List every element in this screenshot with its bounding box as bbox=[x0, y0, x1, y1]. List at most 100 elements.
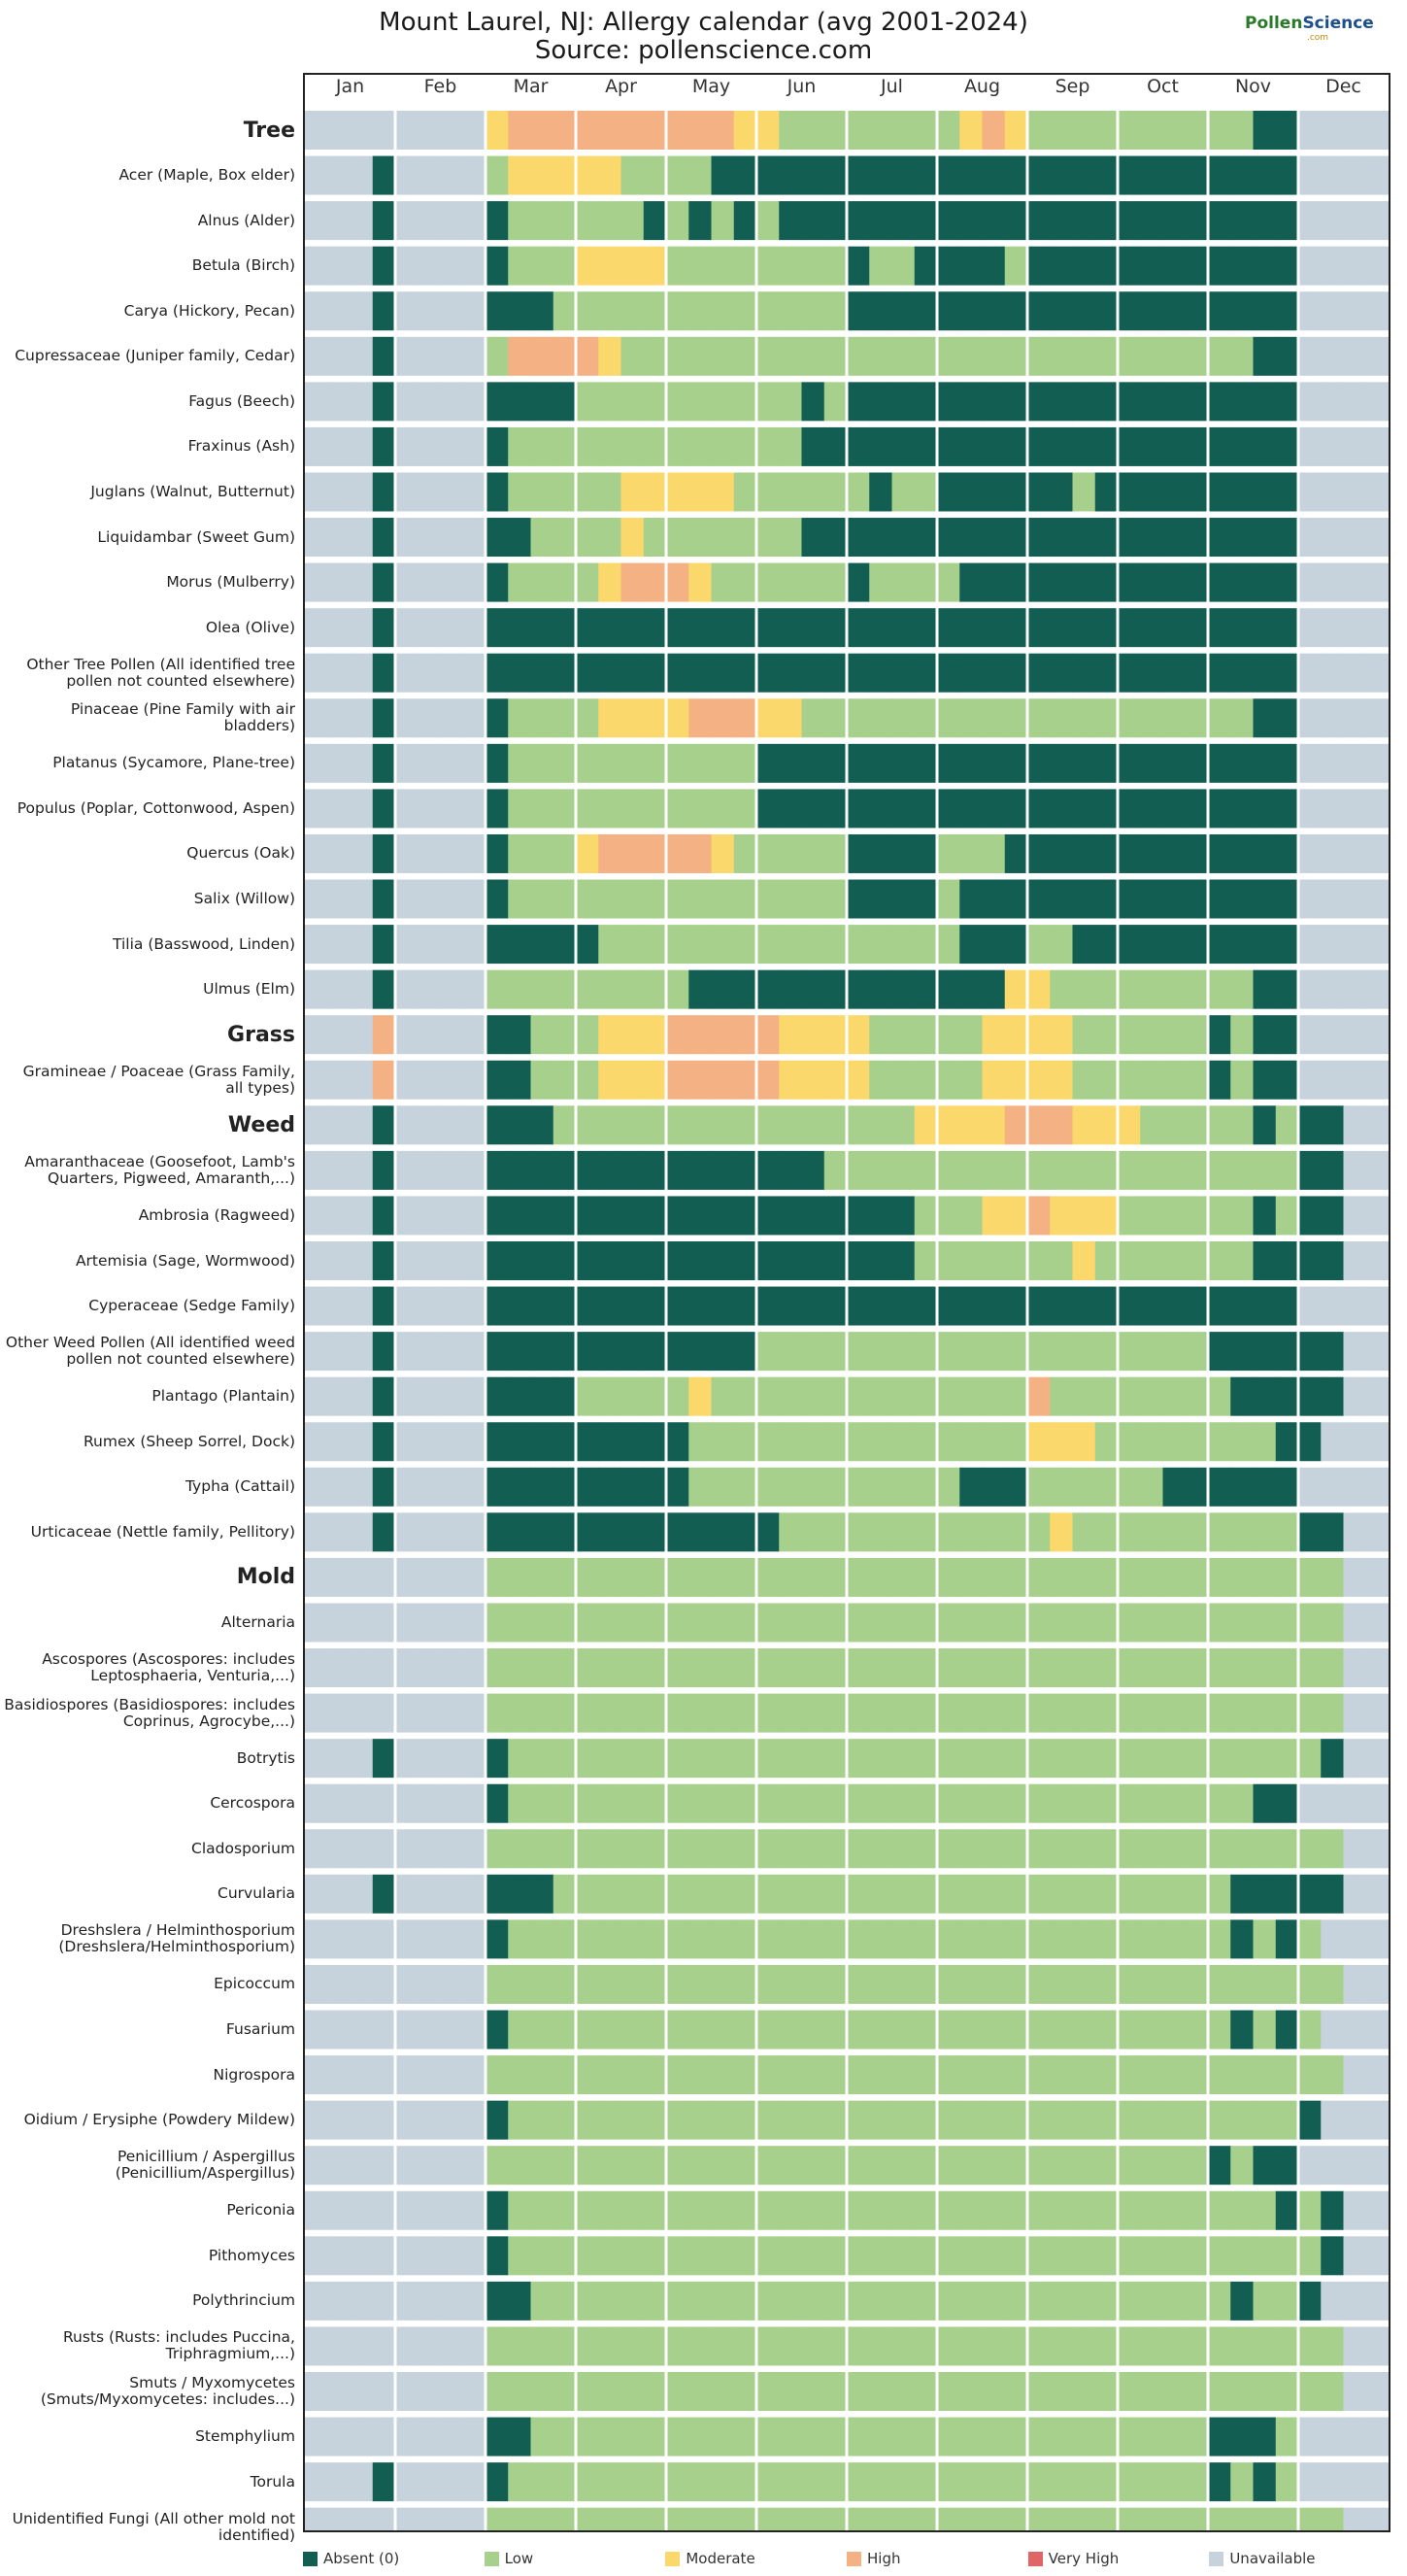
heatmap-cell bbox=[1343, 1829, 1367, 1869]
heatmap-cell bbox=[1230, 201, 1254, 241]
heatmap-cell bbox=[914, 1783, 938, 1823]
heatmap-cell bbox=[1072, 1557, 1096, 1597]
heatmap-cell bbox=[327, 1286, 351, 1326]
heatmap-cell bbox=[1118, 2010, 1141, 2050]
heatmap-cell bbox=[372, 879, 396, 919]
heatmap-cell bbox=[733, 1919, 757, 1959]
heatmap-cell bbox=[847, 1739, 870, 1779]
heatmap-cell bbox=[1298, 1648, 1322, 1688]
heatmap-cell bbox=[1343, 246, 1367, 286]
heatmap-cell bbox=[327, 1693, 351, 1733]
heatmap-cell bbox=[643, 2281, 667, 2321]
heatmap-cell bbox=[576, 833, 599, 873]
heatmap-cell bbox=[1275, 1150, 1299, 1190]
heatmap-cell bbox=[891, 155, 916, 195]
heatmap-cell bbox=[508, 1874, 531, 1914]
heatmap-cell bbox=[1185, 1015, 1209, 1055]
heatmap-cell bbox=[1230, 925, 1254, 965]
heatmap-cell bbox=[620, 1512, 645, 1552]
heatmap-cell bbox=[530, 1150, 554, 1190]
heatmap-cell bbox=[372, 1286, 396, 1326]
heatmap-cell bbox=[372, 1557, 396, 1597]
heatmap-cell bbox=[1365, 1739, 1389, 1779]
heatmap-cell bbox=[305, 1196, 328, 1236]
heatmap-cell bbox=[711, 2190, 735, 2230]
heatmap-cell bbox=[891, 925, 916, 965]
heatmap-cell bbox=[1072, 2100, 1096, 2140]
heatmap-cell bbox=[1140, 2372, 1163, 2411]
heatmap-cell bbox=[1343, 925, 1367, 965]
heatmap-cell bbox=[1027, 1467, 1051, 1507]
heatmap-cell bbox=[914, 562, 938, 602]
heatmap-cell bbox=[666, 1422, 689, 1462]
heatmap-cell bbox=[1208, 246, 1231, 286]
row-label: Unidentified Fungi (All other mold not i… bbox=[12, 2509, 295, 2544]
heatmap-cell bbox=[553, 246, 577, 286]
heatmap-cell bbox=[891, 1150, 916, 1190]
heatmap-cell bbox=[1118, 1783, 1141, 1823]
heatmap-cell bbox=[1275, 291, 1299, 331]
heatmap-cell bbox=[1321, 1150, 1344, 1190]
heatmap-cell bbox=[327, 789, 351, 829]
heatmap-cell bbox=[418, 1603, 441, 1643]
heatmap-cell bbox=[576, 1648, 599, 1688]
heatmap-cell bbox=[1118, 698, 1141, 738]
heatmap-cell bbox=[1004, 2010, 1028, 2050]
heatmap-row bbox=[305, 2281, 1389, 2321]
heatmap-cell bbox=[1253, 1196, 1277, 1236]
heatmap-cell bbox=[869, 1648, 892, 1688]
heatmap-cell bbox=[1343, 1286, 1367, 1326]
heatmap-cell bbox=[937, 382, 960, 422]
heatmap-cell bbox=[1275, 879, 1299, 919]
heatmap-cell bbox=[914, 2236, 938, 2276]
heatmap-cell bbox=[711, 518, 735, 558]
heatmap-cell bbox=[1343, 1196, 1367, 1236]
heatmap-cell bbox=[1027, 2010, 1051, 2050]
heatmap-cell bbox=[1185, 1783, 1209, 1823]
group-label: Grass bbox=[227, 1022, 295, 1047]
heatmap-cell bbox=[508, 2146, 531, 2186]
heatmap-cell bbox=[801, 2281, 825, 2321]
heatmap-cell bbox=[462, 2507, 486, 2530]
heatmap-cell bbox=[372, 1376, 396, 1416]
heatmap-cell bbox=[688, 698, 712, 738]
heatmap-cell bbox=[440, 789, 464, 829]
heatmap-cell bbox=[1275, 2190, 1299, 2230]
month-label-jul: Jul bbox=[881, 76, 903, 97]
heatmap-cell bbox=[530, 925, 554, 965]
heatmap-cell bbox=[305, 1015, 328, 1055]
heatmap-cell bbox=[937, 2190, 960, 2230]
heatmap-cell bbox=[869, 562, 892, 602]
heatmap-cell bbox=[462, 1422, 486, 1462]
heatmap-cell bbox=[598, 925, 621, 965]
heatmap-cell bbox=[1298, 1241, 1322, 1280]
heatmap-cell bbox=[1253, 925, 1277, 965]
heatmap-cell bbox=[711, 698, 735, 738]
heatmap-cell bbox=[1162, 653, 1187, 693]
heatmap-cell bbox=[1208, 426, 1231, 466]
heatmap-cell bbox=[530, 2055, 554, 2095]
heatmap-cell bbox=[643, 1015, 667, 1055]
row-label: Nigrospora bbox=[213, 2065, 295, 2084]
heatmap-cell bbox=[823, 1286, 848, 1326]
row-label: Alternaria bbox=[220, 1612, 295, 1631]
heatmap-cell bbox=[847, 2146, 870, 2186]
heatmap-cell bbox=[372, 1603, 396, 1643]
heatmap-cell bbox=[688, 653, 712, 693]
heatmap-cell bbox=[1118, 111, 1141, 150]
heatmap-cell bbox=[395, 608, 419, 648]
heatmap-cell bbox=[1185, 608, 1209, 648]
heatmap-cell bbox=[982, 2417, 1006, 2457]
heatmap-cell bbox=[440, 1829, 464, 1869]
heatmap-cell bbox=[823, 1964, 848, 2004]
heatmap-cell bbox=[1185, 1422, 1209, 1462]
heatmap-cell bbox=[756, 1964, 780, 2004]
heatmap-cell bbox=[1050, 698, 1073, 738]
heatmap-cell bbox=[1004, 789, 1028, 829]
heatmap-cell bbox=[1050, 1874, 1073, 1914]
heatmap-cell bbox=[779, 743, 802, 783]
row-label: Curvularia bbox=[218, 1884, 295, 1903]
heatmap-cell bbox=[756, 1739, 780, 1779]
heatmap-cell bbox=[1343, 472, 1367, 512]
heatmap-cell bbox=[1072, 201, 1096, 241]
